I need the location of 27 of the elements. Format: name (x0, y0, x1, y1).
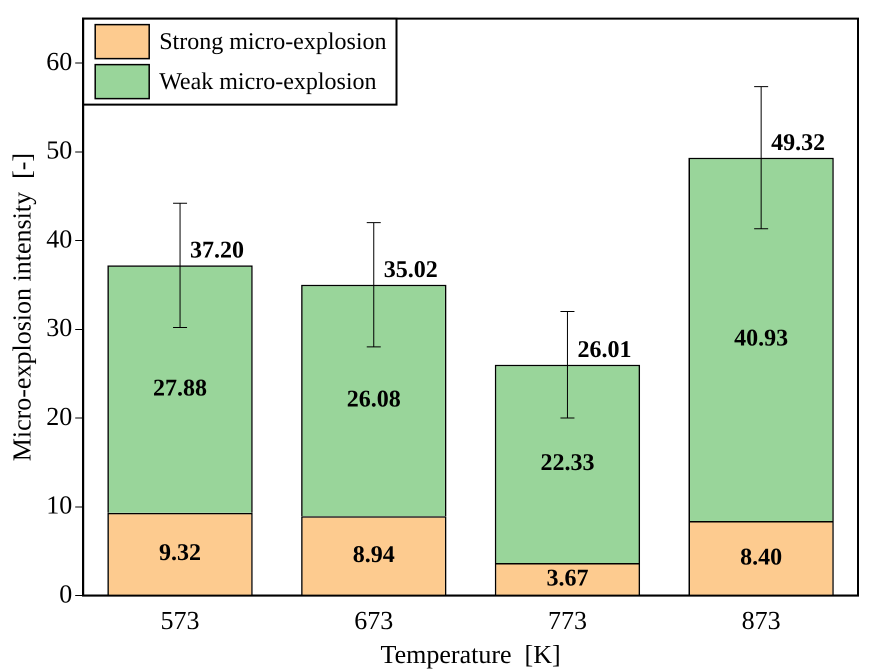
y-tick-label: 50 (46, 136, 72, 165)
data-label: 27.88 (153, 375, 208, 402)
data-label: 9.32 (159, 540, 202, 566)
data-label: 8.94 (352, 542, 395, 568)
x-tick-label: 573 (160, 606, 200, 636)
y-axis-title: Micro-explosion intensity [-] (7, 152, 36, 462)
y-tick-label: 20 (46, 402, 72, 431)
data-label: 26.08 (346, 386, 401, 413)
data-label: 8.40 (740, 544, 782, 570)
data-label: 3.67 (546, 565, 588, 592)
x-tick-label: 673 (354, 606, 394, 636)
total-label: 37.20 (190, 238, 244, 264)
legend-label: Strong micro-explosion (159, 28, 387, 55)
legend-label: Weak micro-explosion (159, 68, 377, 95)
x-tick-label: 873 (742, 606, 781, 636)
x-axis-title: Temperature [K] (380, 640, 561, 670)
y-tick-label: 60 (46, 46, 72, 76)
total-label: 26.01 (577, 337, 632, 364)
data-label: 22.33 (540, 450, 594, 476)
y-tick-label: 10 (46, 490, 72, 520)
data-label: 40.93 (734, 326, 788, 352)
total-label: 49.32 (771, 130, 826, 156)
x-tick-label: 773 (548, 606, 587, 636)
y-tick-label: 40 (46, 224, 72, 254)
total-label: 35.02 (384, 256, 438, 283)
y-tick-label: 0 (59, 579, 72, 608)
y-tick-label: 30 (46, 313, 72, 342)
